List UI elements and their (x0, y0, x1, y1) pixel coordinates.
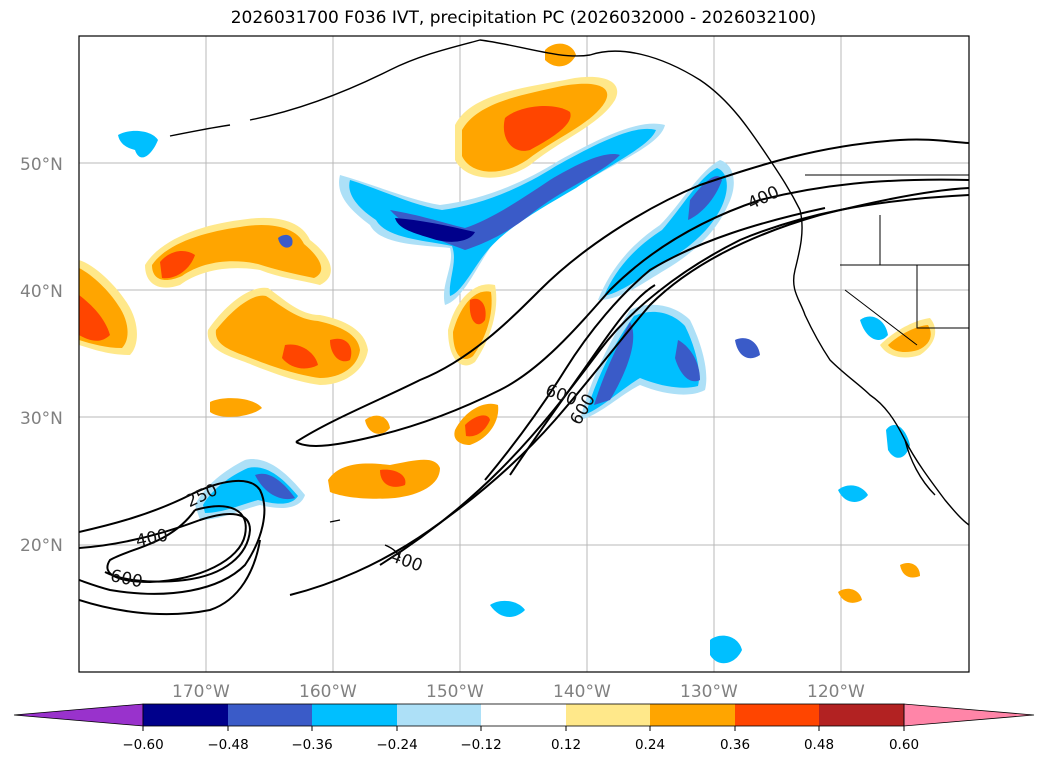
precip-negative-area (735, 338, 760, 359)
colorbar-tick-label: −0.24 (376, 737, 417, 753)
coastlines (169, 39, 969, 559)
precip-positive-area (465, 415, 490, 437)
colorbar-tick-label: 0.24 (635, 737, 665, 753)
colorbar-swatch (143, 704, 228, 726)
lon-label: 120°W (807, 682, 865, 702)
precip-positive-area (503, 106, 571, 151)
precip-negative-area (838, 485, 868, 502)
lon-label: 170°W (172, 682, 230, 702)
colorbar-tick-label: −0.36 (291, 737, 332, 753)
colorbar-swatch (228, 704, 312, 726)
lon-label: 140°W (553, 682, 611, 702)
colorbar-swatch (397, 704, 481, 726)
colorbar-swatch (735, 704, 819, 726)
precip-positive-area (838, 588, 862, 603)
precip-negative-area (886, 425, 910, 458)
colorbar-extend-min (13, 703, 144, 727)
precip-negative-area (688, 176, 722, 220)
precip-negative-area (710, 635, 742, 664)
latitude-labels: 50°N 40°N 30°N 20°N (20, 155, 63, 556)
colorbar-tick-label: −0.48 (207, 737, 248, 753)
colorbar-swatch (481, 704, 566, 726)
precip-positive-area (900, 563, 920, 578)
precip-positive-area (365, 415, 390, 434)
map-border (78, 35, 970, 673)
lon-label: 150°W (426, 682, 484, 702)
lat-label: 40°N (20, 282, 63, 302)
colorbar-swatch (312, 704, 397, 726)
precip-positive-area (469, 298, 486, 325)
colorbar-tick-label: 0.60 (889, 737, 919, 753)
precip-negative-area (255, 473, 295, 500)
colorbar-swatch (566, 704, 650, 726)
precip-positive-area (278, 234, 293, 248)
precip-positive-area (210, 398, 262, 417)
precip-negative-area (860, 316, 888, 340)
lat-label: 50°N (20, 155, 63, 175)
colorbar-tick-label: −0.60 (122, 737, 163, 753)
precip-positive-area (380, 469, 406, 487)
precip-negative-area (490, 600, 525, 617)
lon-label: 160°W (299, 682, 357, 702)
precip-positive-area (79, 295, 110, 341)
colorbar-tick-label: 0.36 (720, 737, 750, 753)
colorbar-swatch (650, 704, 735, 726)
colorbar-tick-label: −0.12 (460, 737, 501, 753)
colorbar: −0.60 −0.48 −0.36 −0.24 −0.12 0.12 0.24 … (13, 703, 1035, 753)
precip-negative-area (675, 340, 700, 382)
ivt-contours (79, 138, 969, 616)
precip-positive-area (215, 295, 360, 378)
colorbar-extend-max (903, 703, 1035, 727)
political-borders (805, 174, 969, 346)
colorbar-swatch (819, 704, 904, 726)
lat-label: 30°N (20, 409, 63, 429)
lon-label: 130°W (680, 682, 738, 702)
precip-negative-area (395, 218, 475, 242)
colorbar-tick-label: 0.12 (551, 737, 581, 753)
colorbar-tick-label: 0.48 (804, 737, 834, 753)
precip-shading (79, 43, 936, 664)
precip-positive-area (160, 250, 195, 279)
precip-negative-area (118, 130, 158, 158)
precip-positive-area (330, 338, 352, 362)
lat-label: 20°N (20, 536, 63, 556)
precip-positive-area (282, 344, 318, 369)
longitude-labels: 170°W 160°W 150°W 140°W 130°W 120°W (172, 682, 865, 702)
precip-positive-area (888, 325, 931, 353)
map-title: 2026031700 F036 IVT, precipitation PC (2… (230, 8, 817, 28)
precip-negative-area (594, 322, 634, 405)
